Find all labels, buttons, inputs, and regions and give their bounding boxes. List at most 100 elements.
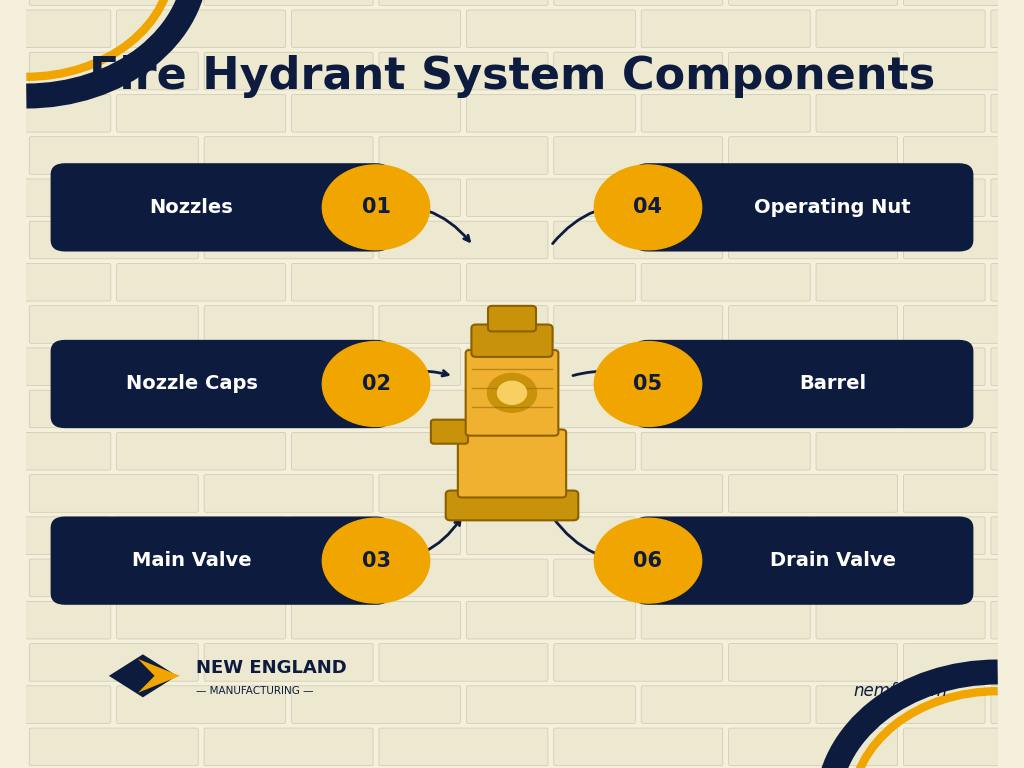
FancyBboxPatch shape (729, 221, 898, 259)
FancyBboxPatch shape (554, 306, 723, 343)
FancyBboxPatch shape (634, 163, 974, 252)
FancyBboxPatch shape (445, 491, 579, 521)
Circle shape (498, 382, 526, 404)
FancyBboxPatch shape (0, 390, 24, 428)
FancyBboxPatch shape (50, 516, 390, 605)
FancyBboxPatch shape (379, 728, 548, 766)
FancyBboxPatch shape (466, 432, 635, 470)
FancyBboxPatch shape (0, 601, 111, 639)
FancyBboxPatch shape (117, 348, 286, 386)
FancyBboxPatch shape (0, 52, 24, 90)
FancyBboxPatch shape (204, 0, 373, 5)
FancyBboxPatch shape (204, 644, 373, 681)
FancyBboxPatch shape (816, 686, 985, 723)
FancyBboxPatch shape (117, 686, 286, 723)
FancyBboxPatch shape (0, 263, 111, 301)
FancyBboxPatch shape (117, 94, 286, 132)
FancyBboxPatch shape (991, 601, 1024, 639)
FancyBboxPatch shape (903, 0, 1024, 5)
Text: Nozzle Caps: Nozzle Caps (126, 375, 257, 393)
FancyBboxPatch shape (0, 179, 111, 217)
FancyBboxPatch shape (903, 306, 1024, 343)
FancyBboxPatch shape (729, 390, 898, 428)
FancyBboxPatch shape (292, 601, 461, 639)
FancyBboxPatch shape (729, 559, 898, 597)
FancyBboxPatch shape (729, 728, 898, 766)
FancyBboxPatch shape (991, 263, 1024, 301)
FancyBboxPatch shape (466, 350, 558, 435)
FancyBboxPatch shape (554, 0, 723, 5)
FancyBboxPatch shape (816, 348, 985, 386)
Text: 06: 06 (634, 551, 663, 571)
Text: 03: 03 (361, 551, 390, 571)
FancyBboxPatch shape (903, 137, 1024, 174)
FancyBboxPatch shape (379, 390, 548, 428)
Circle shape (487, 373, 537, 412)
FancyBboxPatch shape (641, 432, 810, 470)
FancyBboxPatch shape (204, 390, 373, 428)
FancyBboxPatch shape (204, 728, 373, 766)
FancyBboxPatch shape (458, 429, 566, 498)
FancyBboxPatch shape (117, 263, 286, 301)
FancyBboxPatch shape (816, 263, 985, 301)
FancyBboxPatch shape (30, 559, 199, 597)
FancyBboxPatch shape (554, 52, 723, 90)
Text: — MANUFACTURING —: — MANUFACTURING — (197, 686, 313, 697)
FancyBboxPatch shape (292, 348, 461, 386)
FancyBboxPatch shape (729, 475, 898, 512)
FancyBboxPatch shape (729, 306, 898, 343)
Text: nemfg.com: nemfg.com (853, 682, 947, 700)
FancyBboxPatch shape (991, 94, 1024, 132)
FancyBboxPatch shape (0, 644, 24, 681)
FancyBboxPatch shape (117, 601, 286, 639)
FancyBboxPatch shape (204, 559, 373, 597)
FancyBboxPatch shape (466, 94, 635, 132)
Circle shape (594, 518, 701, 603)
FancyBboxPatch shape (379, 559, 548, 597)
FancyBboxPatch shape (0, 10, 111, 48)
FancyBboxPatch shape (0, 475, 24, 512)
FancyBboxPatch shape (0, 517, 111, 554)
FancyBboxPatch shape (50, 163, 390, 252)
FancyBboxPatch shape (466, 179, 635, 217)
FancyBboxPatch shape (0, 728, 24, 766)
FancyBboxPatch shape (554, 475, 723, 512)
FancyBboxPatch shape (466, 517, 635, 554)
FancyBboxPatch shape (0, 348, 111, 386)
FancyBboxPatch shape (641, 517, 810, 554)
FancyBboxPatch shape (466, 686, 635, 723)
FancyBboxPatch shape (816, 179, 985, 217)
FancyBboxPatch shape (466, 10, 635, 48)
FancyBboxPatch shape (903, 390, 1024, 428)
FancyBboxPatch shape (292, 686, 461, 723)
FancyBboxPatch shape (0, 94, 111, 132)
FancyBboxPatch shape (554, 644, 723, 681)
FancyBboxPatch shape (292, 10, 461, 48)
FancyBboxPatch shape (379, 306, 548, 343)
FancyBboxPatch shape (30, 475, 199, 512)
FancyBboxPatch shape (117, 432, 286, 470)
Text: Main Valve: Main Valve (132, 551, 251, 570)
FancyBboxPatch shape (204, 475, 373, 512)
FancyBboxPatch shape (117, 10, 286, 48)
FancyBboxPatch shape (292, 94, 461, 132)
FancyBboxPatch shape (729, 0, 898, 5)
Text: 05: 05 (634, 374, 663, 394)
FancyBboxPatch shape (30, 728, 199, 766)
FancyBboxPatch shape (729, 644, 898, 681)
FancyBboxPatch shape (204, 137, 373, 174)
FancyBboxPatch shape (991, 348, 1024, 386)
Circle shape (323, 518, 430, 603)
Circle shape (323, 342, 430, 426)
Text: 04: 04 (634, 197, 663, 217)
FancyBboxPatch shape (379, 475, 548, 512)
FancyBboxPatch shape (641, 348, 810, 386)
FancyBboxPatch shape (554, 559, 723, 597)
FancyBboxPatch shape (379, 644, 548, 681)
FancyBboxPatch shape (117, 517, 286, 554)
Polygon shape (109, 654, 177, 697)
FancyBboxPatch shape (0, 432, 111, 470)
FancyBboxPatch shape (30, 306, 199, 343)
FancyBboxPatch shape (488, 306, 536, 332)
Text: 02: 02 (361, 374, 390, 394)
